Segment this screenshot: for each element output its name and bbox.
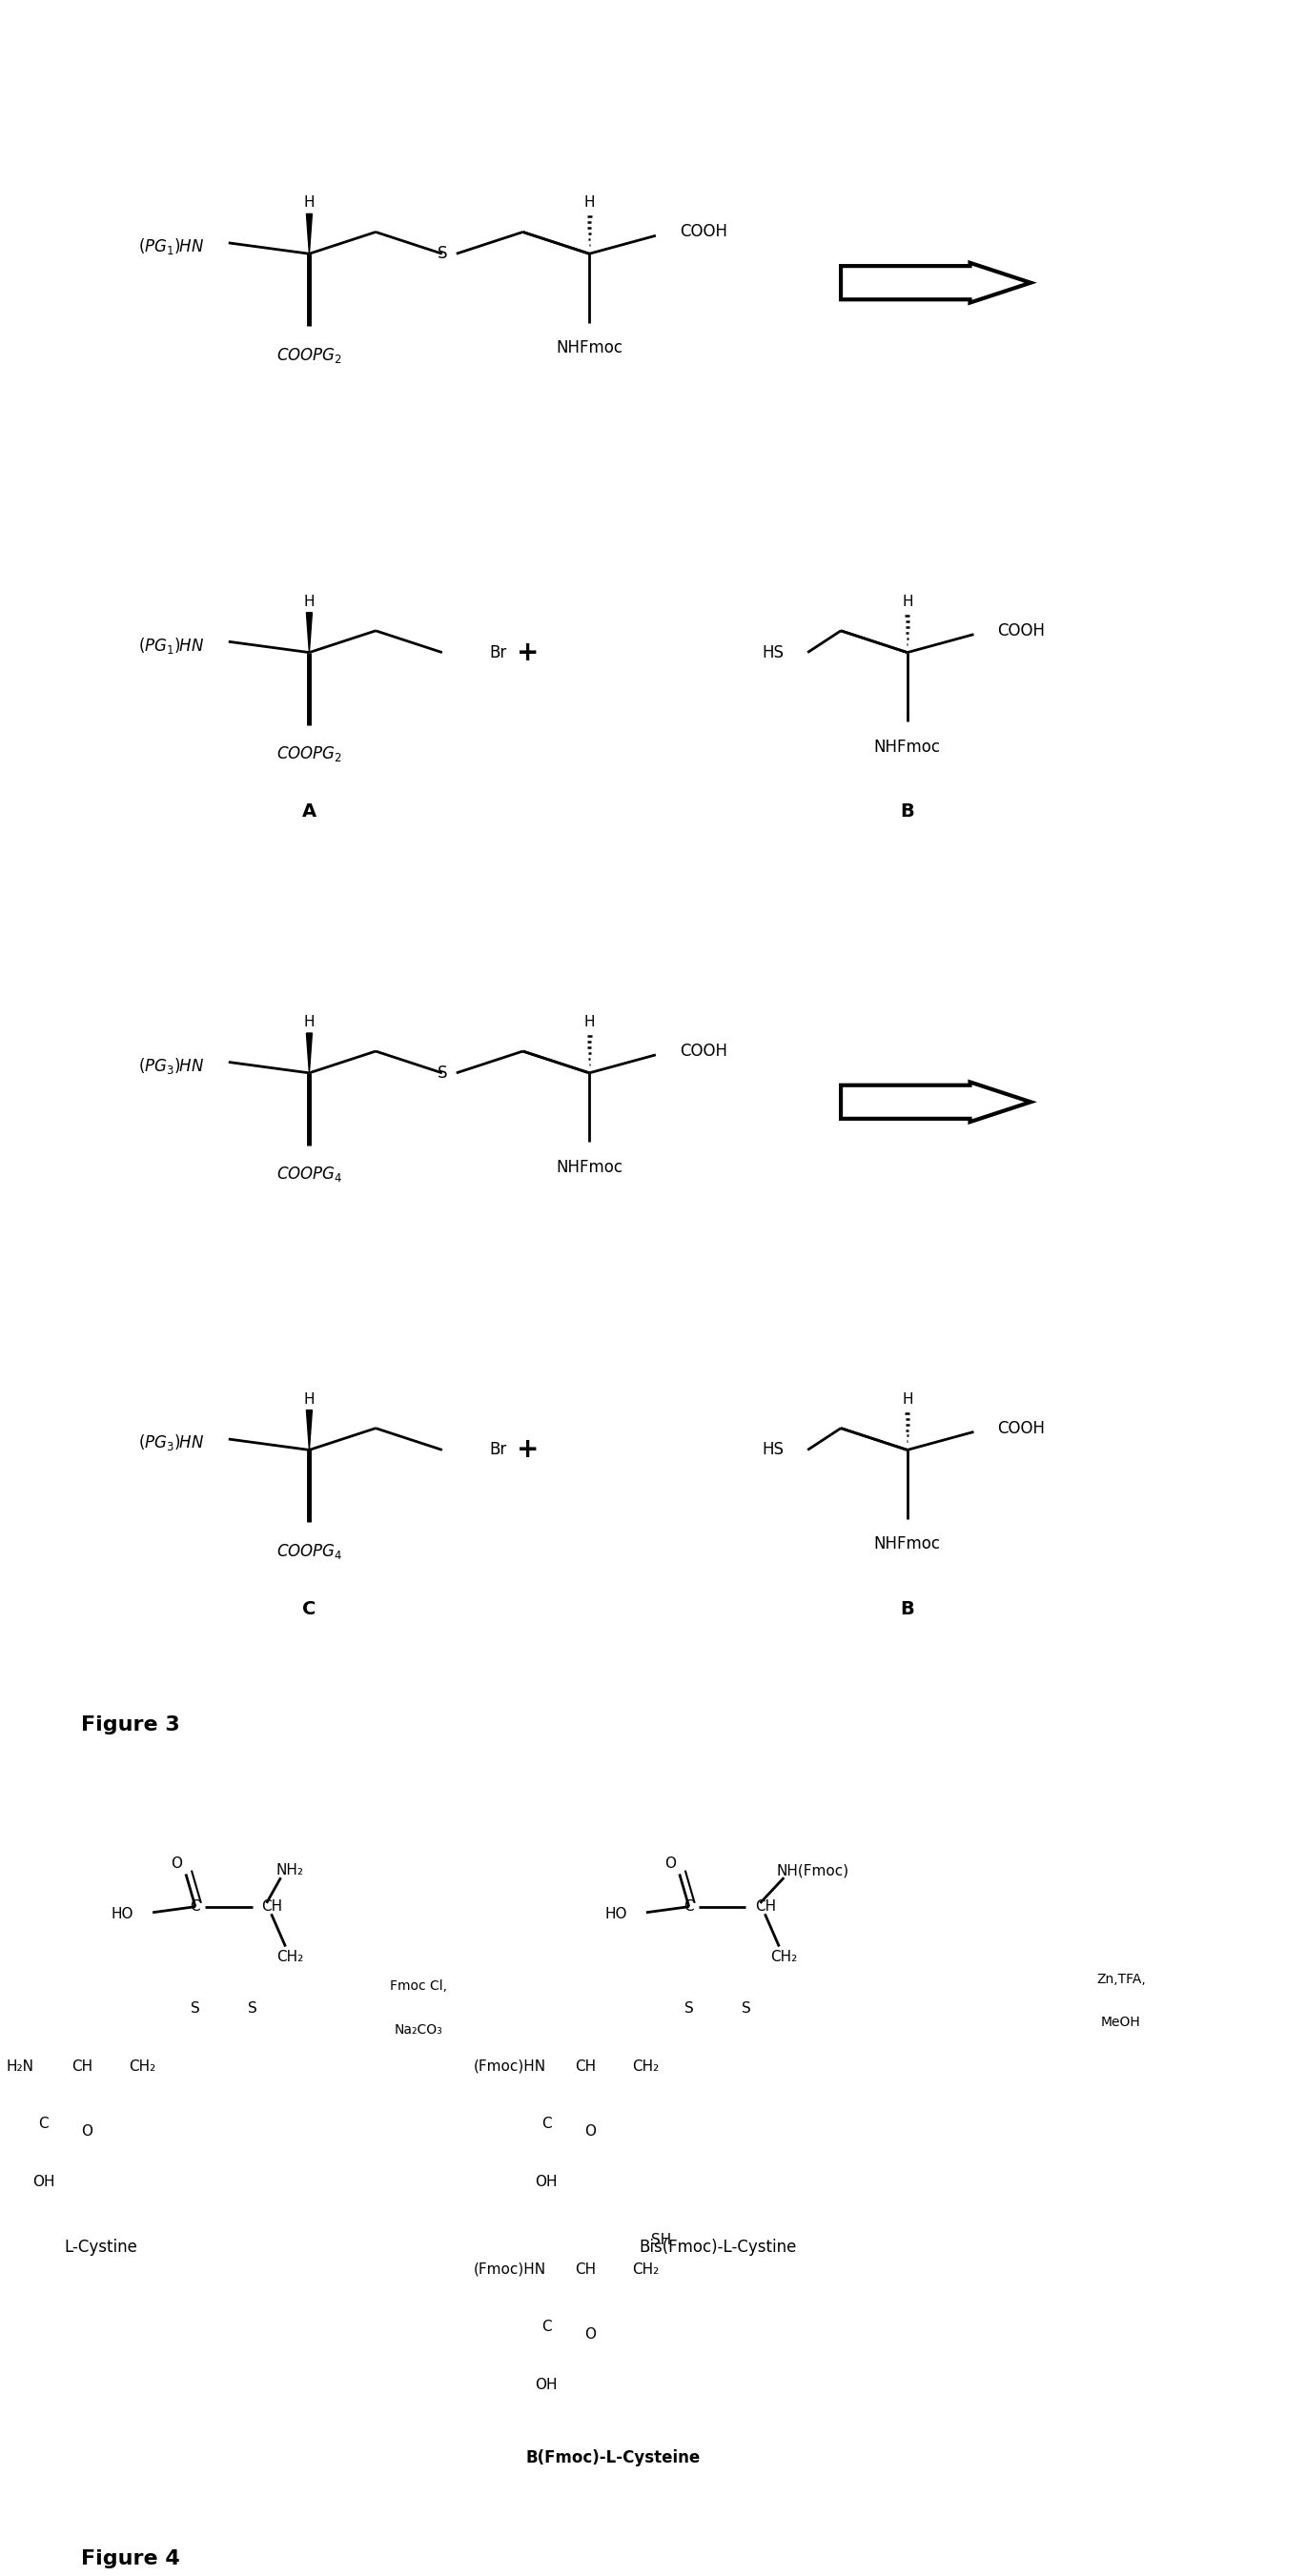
Polygon shape	[307, 1409, 312, 1450]
Polygon shape	[307, 613, 312, 652]
Text: COOH: COOH	[998, 1419, 1045, 1437]
Text: CH₂: CH₂	[277, 1950, 304, 1965]
Text: HS: HS	[761, 1443, 784, 1458]
Text: Br: Br	[490, 1443, 507, 1458]
Text: B: B	[900, 1600, 914, 1618]
Text: CH₂: CH₂	[129, 2058, 155, 2074]
Text: SH: SH	[650, 2233, 671, 2246]
Text: O: O	[665, 1857, 675, 1870]
Text: H: H	[902, 1391, 913, 1406]
Text: H: H	[584, 1015, 594, 1030]
Text: C: C	[303, 1600, 316, 1618]
Text: O: O	[585, 2326, 596, 2342]
Text: Zn,TFA,: Zn,TFA,	[1096, 1973, 1145, 1986]
Text: NH₂: NH₂	[277, 1862, 304, 1878]
Polygon shape	[307, 214, 312, 255]
Text: C: C	[38, 2117, 48, 2130]
Text: COOH: COOH	[679, 1043, 727, 1059]
Text: (Fmoc)HN: (Fmoc)HN	[474, 2262, 547, 2277]
Text: CH: CH	[575, 2058, 596, 2074]
Polygon shape	[307, 1033, 312, 1074]
Text: CH₂: CH₂	[771, 1950, 798, 1965]
Text: H₂N: H₂N	[7, 2058, 34, 2074]
Text: $COOPG_4$: $COOPG_4$	[276, 1543, 342, 1561]
Text: COOH: COOH	[998, 623, 1045, 639]
Text: CH₂: CH₂	[632, 2262, 660, 2277]
Text: CH: CH	[755, 1899, 777, 1914]
Text: H: H	[902, 595, 913, 608]
Text: $COOPG_2$: $COOPG_2$	[277, 744, 342, 762]
Text: Figure 4: Figure 4	[81, 2550, 180, 2568]
Text: C: C	[542, 2117, 551, 2130]
Text: NH(Fmoc): NH(Fmoc)	[776, 1862, 849, 1878]
Text: $(PG_1)HN$: $(PG_1)HN$	[138, 636, 205, 654]
Text: NHFmoc: NHFmoc	[874, 739, 940, 755]
Text: +: +	[516, 1437, 539, 1463]
Text: H: H	[584, 196, 594, 211]
Text: $(PG_3)HN$: $(PG_3)HN$	[138, 1432, 205, 1453]
Polygon shape	[841, 263, 1030, 301]
Text: CH: CH	[261, 1899, 283, 1914]
Text: H: H	[304, 1391, 315, 1406]
Text: HS: HS	[761, 644, 784, 662]
Text: MeOH: MeOH	[1101, 2017, 1140, 2030]
Text: COOH: COOH	[679, 224, 727, 240]
Text: Fmoc Cl,: Fmoc Cl,	[389, 1981, 447, 1994]
Text: Bis(Fmoc)-L-Cystine: Bis(Fmoc)-L-Cystine	[639, 2239, 797, 2257]
Text: H: H	[304, 1015, 315, 1030]
Text: H: H	[304, 595, 315, 608]
Text: HO: HO	[111, 1906, 133, 1922]
Text: B(Fmoc)-L-Cysteine: B(Fmoc)-L-Cysteine	[526, 2450, 700, 2465]
Text: Br: Br	[490, 644, 507, 662]
Text: C: C	[191, 1899, 200, 1914]
Polygon shape	[841, 1082, 1030, 1123]
Text: NHFmoc: NHFmoc	[556, 340, 623, 355]
Text: C: C	[542, 2321, 551, 2334]
Text: A: A	[302, 804, 316, 822]
Text: O: O	[81, 2125, 93, 2138]
Text: S: S	[742, 2002, 751, 2014]
Text: Na₂CO₃: Na₂CO₃	[394, 2022, 443, 2038]
Text: NHFmoc: NHFmoc	[874, 1535, 940, 1553]
Text: S: S	[684, 2002, 693, 2014]
Text: C: C	[684, 1899, 693, 1914]
Text: H: H	[304, 196, 315, 211]
Text: $COOPG_4$: $COOPG_4$	[276, 1164, 342, 1185]
Text: L-Cystine: L-Cystine	[64, 2239, 137, 2257]
Text: $(PG_1)HN$: $(PG_1)HN$	[138, 237, 205, 258]
Text: $COOPG_2$: $COOPG_2$	[277, 345, 342, 366]
Text: B: B	[900, 804, 914, 822]
Text: NHFmoc: NHFmoc	[556, 1159, 623, 1175]
Text: OH: OH	[535, 2174, 558, 2190]
Text: S: S	[438, 1064, 447, 1082]
Text: $(PG_3)HN$: $(PG_3)HN$	[138, 1056, 205, 1077]
Text: (Fmoc)HN: (Fmoc)HN	[474, 2058, 547, 2074]
Text: CH: CH	[72, 2058, 93, 2074]
Text: O: O	[171, 1857, 182, 1870]
Text: OH: OH	[33, 2174, 55, 2190]
Text: S: S	[191, 2002, 200, 2014]
Text: S: S	[438, 245, 447, 263]
Text: CH₂: CH₂	[632, 2058, 660, 2074]
Text: S: S	[248, 2002, 257, 2014]
Text: OH: OH	[535, 2378, 558, 2393]
Text: CH: CH	[575, 2262, 596, 2277]
Text: +: +	[516, 639, 539, 665]
Text: Figure 3: Figure 3	[81, 1716, 180, 1736]
Text: HO: HO	[605, 1906, 627, 1922]
Text: O: O	[585, 2125, 596, 2138]
